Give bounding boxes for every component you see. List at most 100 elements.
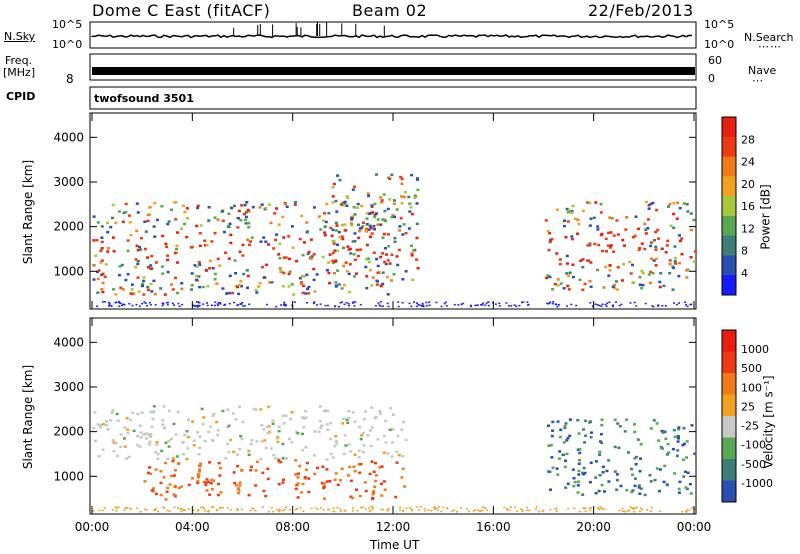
heatmap-cell — [400, 428, 404, 431]
beam-label: Beam 02 — [352, 1, 428, 20]
heatmap-cell — [264, 446, 268, 450]
heatmap-cell — [173, 494, 177, 498]
heatmap-cell — [207, 480, 211, 484]
heatmap-cell — [303, 476, 307, 479]
heatmap-cell — [289, 509, 291, 511]
heatmap-cell — [672, 212, 676, 216]
heatmap-cell — [397, 248, 401, 252]
heatmap-cell — [118, 305, 121, 307]
heatmap-cell — [302, 510, 305, 512]
heatmap-cell — [180, 287, 184, 291]
heatmap-cell — [141, 284, 144, 288]
heatmap-cell — [571, 263, 575, 266]
heatmap-cell — [415, 236, 419, 240]
heatmap-cell — [239, 219, 243, 222]
heatmap-cell — [211, 506, 214, 509]
heatmap-cell — [383, 488, 387, 491]
heatmap-cell — [643, 247, 647, 251]
heatmap-cell — [303, 241, 306, 244]
heatmap-cell — [98, 509, 101, 512]
heatmap-cell — [284, 305, 287, 307]
heatmap-cell — [370, 460, 374, 463]
heatmap-cell — [228, 222, 232, 226]
heatmap-cell — [323, 231, 327, 234]
heatmap-cell — [577, 469, 581, 473]
heatmap-cell — [397, 453, 401, 457]
heatmap-cell — [334, 305, 336, 308]
heatmap-cell — [538, 510, 541, 513]
heatmap-cell — [415, 258, 418, 261]
heatmap-cell — [640, 242, 644, 245]
heatmap-cell — [136, 211, 140, 214]
heatmap-cell — [657, 237, 661, 240]
heatmap-cell — [276, 440, 280, 444]
heatmap-cell — [368, 212, 372, 216]
heatmap-cell — [117, 506, 120, 508]
heatmap-cell — [328, 508, 331, 511]
heatmap-cell — [436, 509, 439, 512]
heatmap-cell — [228, 274, 232, 278]
heatmap-cell — [236, 487, 240, 490]
heatmap-cell — [207, 219, 211, 222]
heatmap-cell — [361, 221, 365, 224]
heatmap-cell — [570, 235, 574, 238]
heatmap-cell — [195, 265, 199, 268]
heatmap-cell — [616, 422, 620, 425]
heatmap-cell — [440, 305, 443, 308]
heatmap-cell — [275, 305, 278, 308]
heatmap-cell — [396, 263, 400, 267]
heatmap-cell — [599, 506, 602, 508]
heatmap-cell — [692, 260, 696, 263]
heatmap-cell — [196, 301, 199, 303]
heatmap-cell — [547, 424, 550, 427]
heatmap-cell — [260, 424, 264, 427]
heatmap-cell — [391, 413, 395, 416]
heatmap-cell — [665, 483, 669, 486]
heatmap-cell — [217, 461, 221, 465]
heatmap-cell — [600, 441, 604, 445]
heatmap-cell — [197, 474, 201, 477]
heatmap-cell — [381, 252, 385, 255]
heatmap-cell — [673, 302, 676, 304]
heatmap-cell — [281, 442, 285, 446]
heatmap-cell — [281, 285, 285, 288]
heatmap-cell — [166, 254, 170, 257]
heatmap-cell — [327, 212, 331, 215]
heatmap-cell — [344, 229, 348, 232]
heatmap-cell — [356, 248, 360, 252]
heatmap-cell — [185, 207, 189, 210]
heatmap-cell — [360, 204, 364, 208]
heatmap-cell — [136, 259, 140, 263]
heatmap-cell — [258, 282, 262, 285]
heatmap-cell — [528, 509, 531, 512]
heatmap-cell — [322, 509, 325, 511]
heatmap-cell — [351, 302, 354, 304]
heatmap-cell — [295, 259, 298, 263]
heatmap-cell — [668, 259, 672, 262]
heatmap-cell — [166, 258, 170, 262]
heatmap-cell — [198, 435, 202, 438]
heatmap-cell — [384, 219, 388, 223]
heatmap-cell — [266, 477, 270, 481]
heatmap-cell — [268, 281, 272, 284]
heatmap-cell — [346, 245, 350, 248]
heatmap-cell — [238, 484, 242, 487]
heatmap-cell — [307, 285, 311, 289]
heatmap-cell — [295, 483, 299, 487]
heatmap-cell — [277, 425, 281, 429]
heatmap-cell — [321, 255, 325, 259]
heatmap-cell — [632, 281, 636, 284]
heatmap-cell — [115, 454, 119, 458]
heatmap-cell — [484, 304, 487, 306]
heatmap-cell — [109, 419, 113, 422]
heatmap-cell — [319, 228, 323, 231]
heatmap-cell — [649, 427, 653, 430]
colorbar-swatch — [722, 176, 736, 197]
heatmap-cell — [196, 304, 199, 307]
heatmap-cell — [468, 510, 470, 513]
heatmap-cell — [367, 194, 371, 198]
heatmap-cell — [563, 426, 567, 430]
heatmap-cell — [646, 509, 649, 511]
heatmap-cell — [155, 440, 159, 444]
heatmap-cell — [92, 510, 95, 512]
